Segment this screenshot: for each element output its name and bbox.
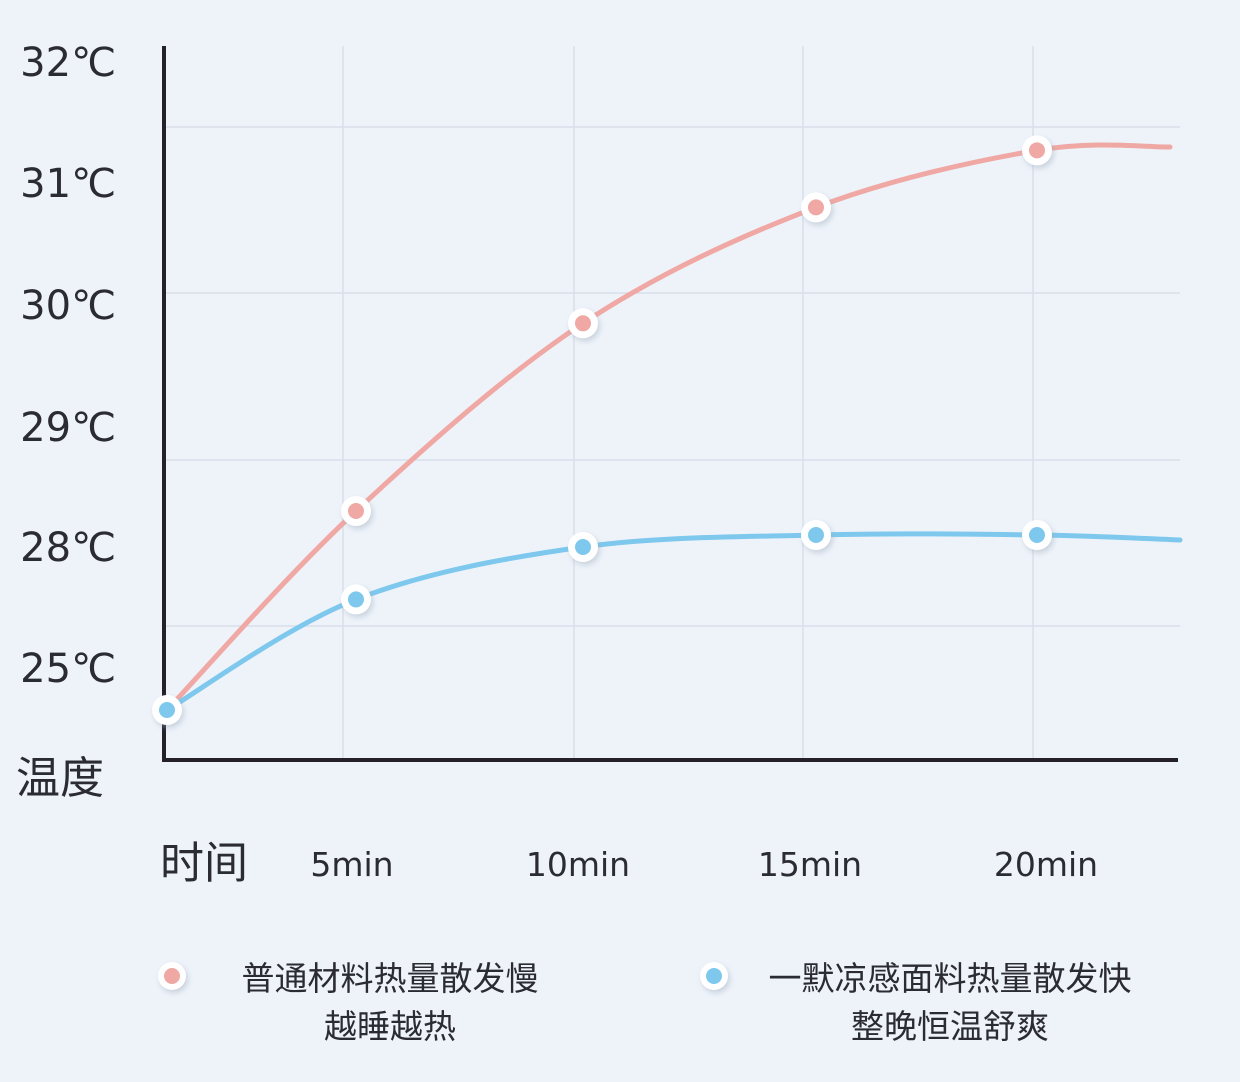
- y-tick-label: 32℃: [20, 40, 116, 86]
- legend-label: 一默凉感面料热量散发快: [769, 959, 1132, 998]
- x-axis-label: 时间: [160, 838, 248, 889]
- y-tick-label: 31℃: [20, 161, 116, 207]
- data-point: [568, 532, 598, 562]
- data-point: [568, 308, 598, 339]
- x-tick-label: 20min: [994, 845, 1098, 884]
- data-point: [341, 584, 371, 615]
- legend-sublabel: 越睡越热: [324, 1007, 456, 1046]
- y-tick-label: 28℃: [20, 525, 116, 571]
- data-point: [152, 695, 182, 725]
- data-point: [801, 520, 831, 550]
- gridlines: [166, 46, 1180, 758]
- series-line-0: [164, 142, 1173, 713]
- series-line-1: [164, 531, 1183, 713]
- series-group: [152, 135, 1183, 725]
- y-tick-labels: 25℃ 28℃ 29℃ 30℃ 31℃ 32℃: [20, 40, 116, 692]
- x-tick-label: 15min: [758, 845, 862, 884]
- data-point: [801, 192, 831, 223]
- data-point: [1022, 135, 1052, 166]
- data-point: [341, 496, 371, 526]
- legend-sublabel: 整晚恒温舒爽: [851, 1007, 1049, 1046]
- legend-label: 普通材料热量散发慢: [242, 959, 539, 998]
- x-tick-label: 5min: [310, 845, 393, 884]
- y-axis-label: 温度: [16, 753, 104, 804]
- x-tick-label: 10min: [526, 845, 630, 884]
- y-tick-label: 29℃: [20, 405, 116, 451]
- y-tick-label: 30℃: [20, 283, 116, 329]
- y-tick-label: 25℃: [20, 646, 116, 692]
- data-point: [1022, 520, 1052, 550]
- x-tick-labels: 5min 10min 15min 20min: [310, 845, 1098, 884]
